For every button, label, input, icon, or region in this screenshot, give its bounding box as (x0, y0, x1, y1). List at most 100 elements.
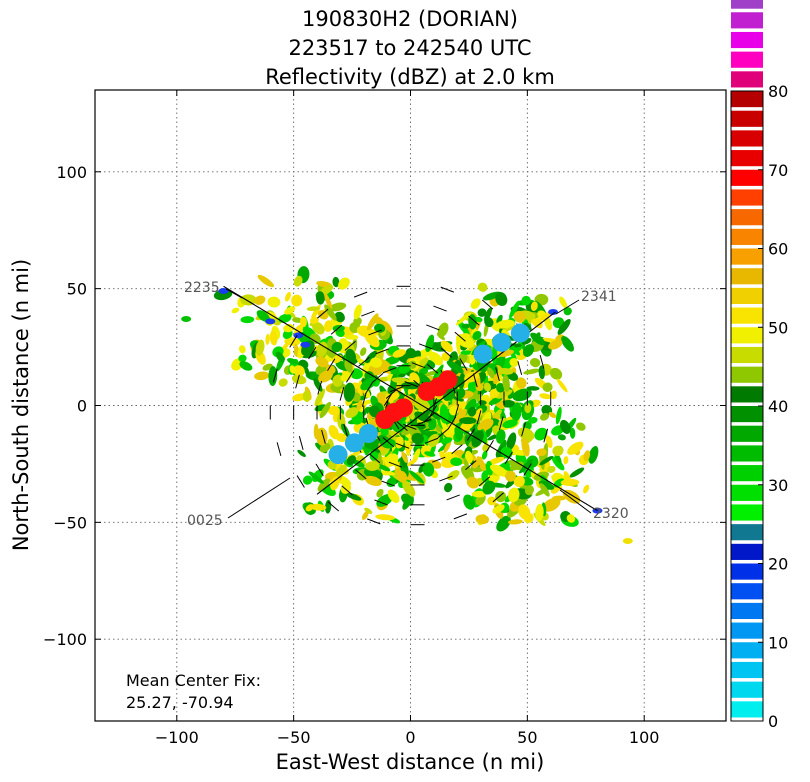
echo-cell (542, 382, 553, 392)
echo-cell (367, 313, 379, 331)
echo-cell (375, 514, 395, 521)
wind-barb (390, 386, 404, 393)
wind-barb (272, 368, 278, 383)
echo-cell (495, 319, 515, 329)
x-axis-label: East-West distance (n mi) (276, 750, 545, 774)
echo-cell (384, 453, 399, 467)
colorbar-swatch (731, 209, 763, 226)
echo-cell (440, 418, 451, 437)
echo-cell (540, 312, 551, 321)
echo-cell (539, 483, 550, 497)
colorbar-swatch (731, 51, 763, 68)
wind-barb (395, 442, 410, 449)
echo-cell (376, 488, 384, 498)
colorbar-tick-label: 70 (768, 161, 788, 180)
colorbar-swatch (731, 543, 763, 560)
echo-cell (302, 390, 311, 402)
echo-cell (563, 471, 571, 484)
colorbar-swatch (731, 150, 763, 167)
echo-cell (369, 451, 379, 461)
echo-cell (487, 496, 497, 506)
echo-cell (461, 323, 471, 329)
echo-cell (284, 291, 291, 302)
echo-cell (401, 381, 421, 390)
echo-cell (363, 468, 382, 478)
echo-cell (345, 334, 359, 340)
echo-cell (181, 316, 192, 323)
echo-cell (265, 333, 270, 345)
colorbar-swatch (731, 524, 763, 541)
echo-cell (547, 465, 556, 473)
echo-cell (331, 341, 343, 353)
echo-cell (240, 316, 255, 324)
echo-cell (364, 475, 382, 487)
wind-barb (327, 358, 336, 371)
colorbar-swatch (731, 484, 763, 501)
wind-barb (317, 308, 329, 319)
wind-barb (330, 324, 343, 335)
echo-cell (324, 320, 333, 332)
echo-cell (485, 460, 494, 476)
echo-cell (458, 372, 465, 390)
wind-barb (404, 381, 418, 388)
echo-cell (474, 316, 483, 323)
echo-cell (548, 411, 557, 418)
echo-cell (365, 461, 380, 471)
wind-barb (361, 310, 375, 317)
echo-cell (588, 445, 599, 464)
echo-cell (492, 504, 505, 514)
echo-cell (576, 422, 586, 431)
colorbar-swatch (731, 425, 763, 442)
flight-track-leg (223, 285, 598, 512)
wind-barb (382, 437, 395, 448)
wind-barb (364, 381, 374, 395)
echo-cell (463, 457, 472, 477)
wind-barb (327, 501, 340, 512)
echo-cell (265, 318, 276, 325)
mean-center-fix-value: 25.27, -70.94 (126, 693, 234, 712)
echo-cell (495, 429, 506, 444)
colorbar (730, 0, 764, 722)
echo-cell (297, 449, 306, 458)
echo-cell (498, 367, 514, 375)
echo-cell (278, 378, 288, 387)
colorbar-tick-label: 50 (768, 318, 788, 337)
colorbar-swatch (731, 0, 763, 9)
echo-cell (447, 470, 460, 481)
wind-barb (343, 423, 349, 438)
echo-cell (536, 448, 547, 457)
echo-cell (521, 295, 531, 306)
wind-barb (358, 356, 370, 367)
echo-cell (553, 478, 565, 488)
echo-cell (330, 476, 340, 491)
echo-cell (418, 368, 429, 375)
echo-cell (359, 347, 367, 357)
wind-barb (295, 374, 300, 389)
echo-cell (459, 417, 477, 425)
wind-barb (521, 422, 526, 437)
wind-barb (368, 453, 381, 464)
center-fix-point-blue (358, 424, 378, 444)
echo-cell (392, 349, 406, 358)
echo-cell (583, 484, 590, 494)
colorbar-tick-label: 40 (768, 397, 788, 416)
echo-cell (583, 450, 591, 462)
echo-cell (475, 383, 484, 392)
colorbar-swatch (731, 583, 763, 600)
colorbar-swatch (731, 504, 763, 521)
echo-cell (408, 360, 417, 369)
echo-cell (548, 309, 559, 316)
echo-cell (552, 495, 567, 501)
y-tick-label: 100 (56, 163, 87, 182)
echo-cell (353, 304, 362, 320)
center-fix-point-blue (328, 445, 348, 465)
echo-cell (502, 374, 510, 392)
echo-cell (345, 492, 362, 501)
echo-cell (408, 470, 425, 484)
echo-cell (486, 367, 496, 379)
colorbar-tick-label: 30 (768, 476, 788, 495)
echo-cell (511, 402, 522, 422)
x-axis-ticks: −100 −50 0 50 100 (155, 90, 659, 747)
echo-cell (559, 296, 568, 309)
echo-cell (239, 361, 253, 371)
